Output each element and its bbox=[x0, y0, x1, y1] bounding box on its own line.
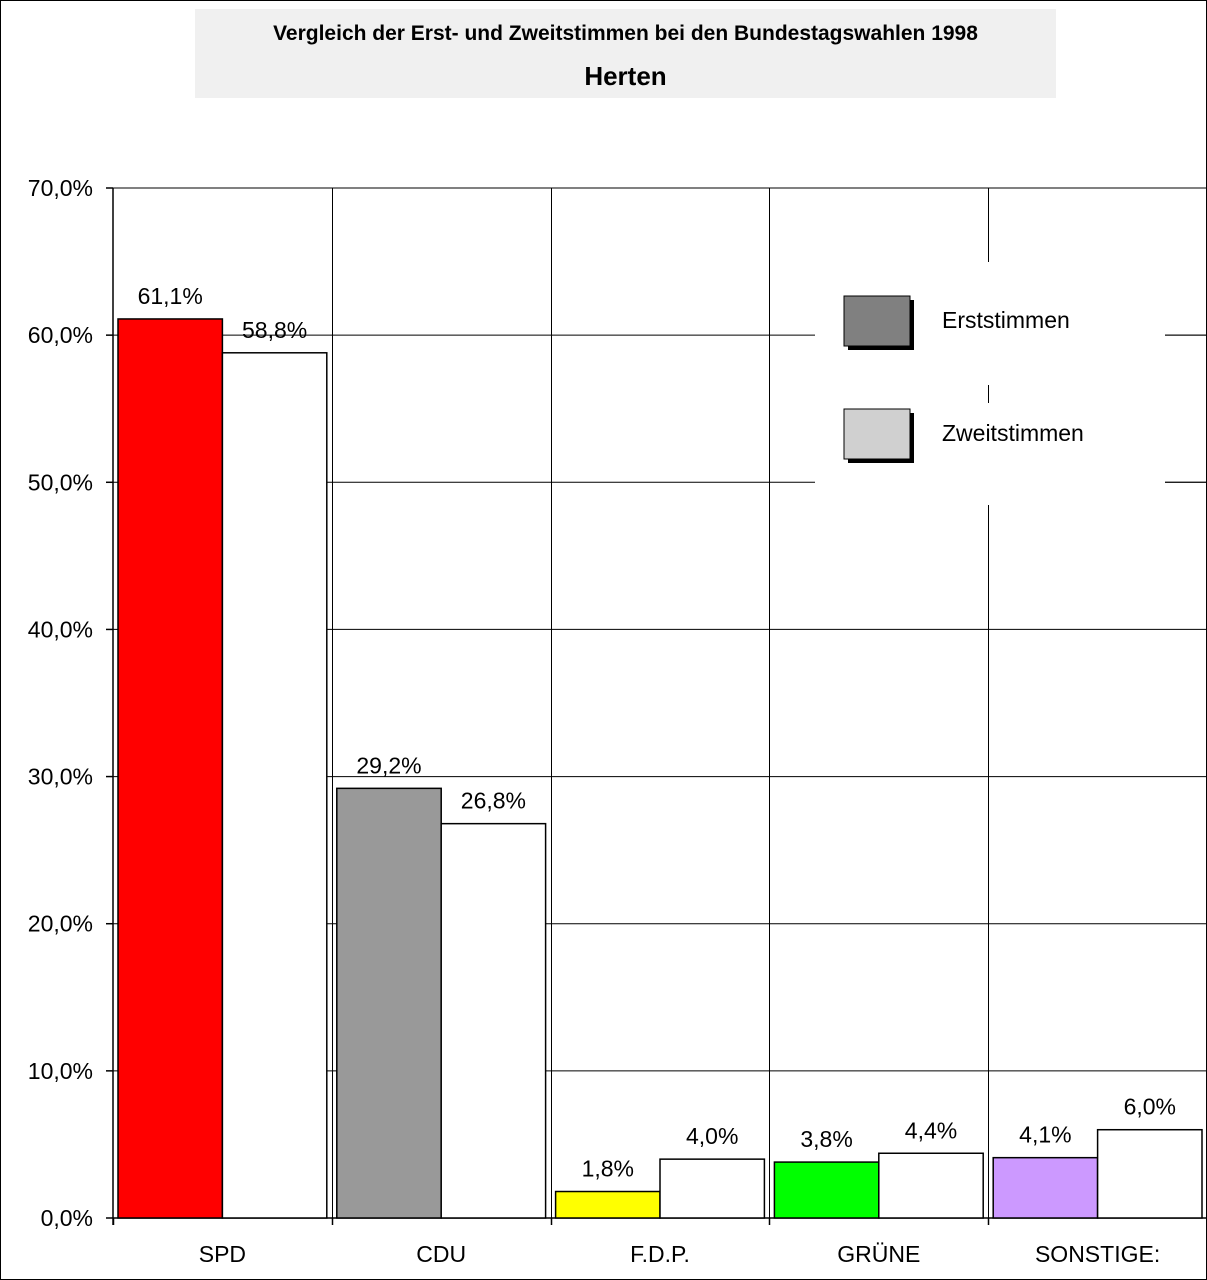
x-tick-label: SONSTIGE: bbox=[1035, 1241, 1160, 1267]
data-label: 4,1% bbox=[1019, 1122, 1071, 1148]
y-tick-label: 10,0% bbox=[28, 1058, 93, 1084]
data-label: 6,0% bbox=[1124, 1094, 1176, 1120]
x-tick-label: CDU bbox=[416, 1241, 466, 1267]
y-tick-label: 50,0% bbox=[28, 469, 93, 495]
chart-subtitle: Herten bbox=[584, 61, 667, 91]
x-tick-label: F.D.P. bbox=[630, 1241, 690, 1267]
y-tick-label: 60,0% bbox=[28, 322, 93, 348]
bar-zweitstimmen bbox=[440, 822, 547, 1219]
bar-erststimmen bbox=[117, 318, 224, 1219]
legend-label: Erststimmen bbox=[942, 307, 1070, 333]
y-tick-label: 20,0% bbox=[28, 911, 93, 937]
bar-zweitstimmen bbox=[878, 1152, 984, 1219]
legend-label: Zweitstimmen bbox=[942, 420, 1084, 446]
legend-swatch bbox=[843, 408, 911, 460]
data-label: 61,1% bbox=[138, 283, 203, 309]
bar-erststimmen bbox=[992, 1156, 1099, 1219]
legend-swatch bbox=[843, 295, 911, 347]
data-label: 26,8% bbox=[461, 788, 526, 814]
data-label: 4,4% bbox=[905, 1117, 957, 1143]
y-tick-label: 30,0% bbox=[28, 764, 93, 790]
chart-title: Vergleich der Erst- und Zweitstimmen bei… bbox=[273, 22, 978, 45]
bar-erststimmen bbox=[554, 1190, 661, 1219]
data-label: 4,0% bbox=[686, 1123, 738, 1149]
data-label: 1,8% bbox=[582, 1156, 634, 1182]
bar-zweitstimmen bbox=[659, 1158, 766, 1219]
title-box: Vergleich der Erst- und Zweitstimmen bei… bbox=[195, 9, 1056, 98]
bar-zweitstimmen bbox=[221, 352, 328, 1219]
y-tick-label: 70,0% bbox=[28, 175, 93, 201]
y-tick-label: 0,0% bbox=[41, 1205, 93, 1231]
bar-erststimmen bbox=[773, 1161, 880, 1219]
data-label: 29,2% bbox=[356, 752, 421, 778]
x-tick-label: GRÜNE bbox=[837, 1241, 920, 1267]
data-label: 3,8% bbox=[800, 1126, 852, 1152]
bar-erststimmen bbox=[336, 787, 442, 1219]
y-tick-label: 40,0% bbox=[28, 616, 93, 642]
x-tick-label: SPD bbox=[199, 1241, 246, 1267]
data-label: 58,8% bbox=[242, 317, 307, 343]
bar-zweitstimmen bbox=[1096, 1128, 1203, 1219]
